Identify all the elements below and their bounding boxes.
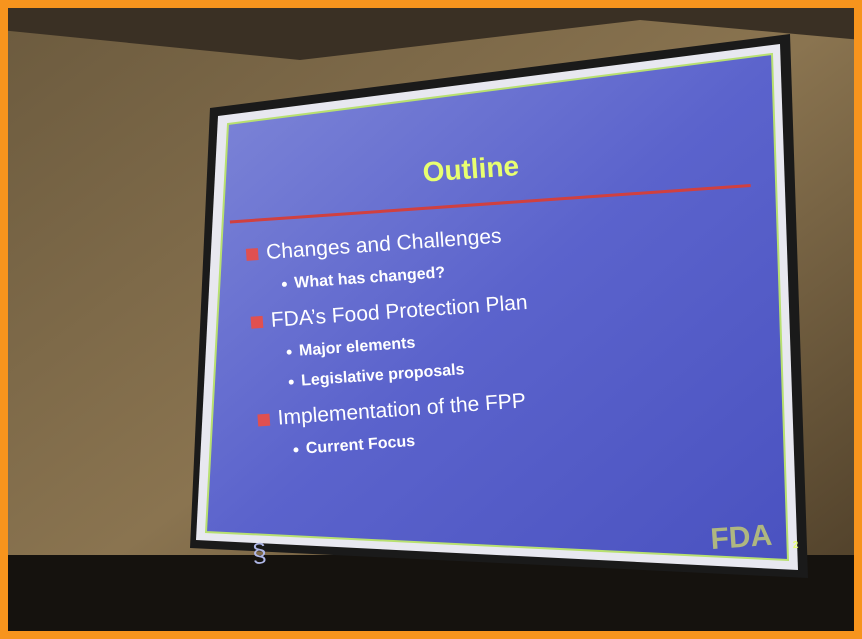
bullet-square bbox=[257, 414, 270, 427]
logo: FDA bbox=[709, 519, 773, 556]
photo: Outline FDA 2 § Changes and ChallengesWh… bbox=[0, 0, 862, 639]
page: {"slide": {"title": "Outline", "items": … bbox=[0, 0, 862, 639]
hhs-logo: § bbox=[251, 537, 268, 568]
bullet-square bbox=[251, 316, 264, 329]
bullet-square bbox=[246, 248, 259, 261]
